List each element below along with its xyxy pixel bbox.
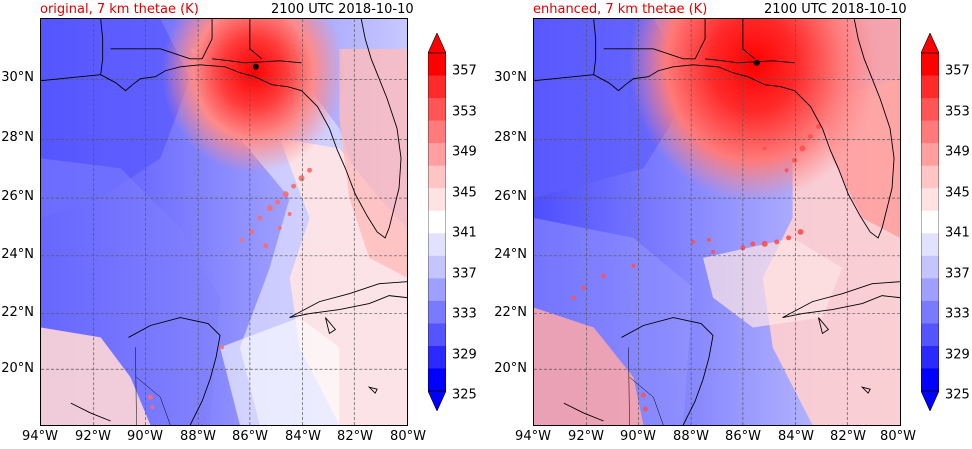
lon-label: 82°W (337, 429, 373, 444)
colorbar-segment (921, 210, 939, 234)
colorbar-label: 341 (452, 225, 477, 241)
lon-label: 92°W (75, 429, 111, 444)
colorbar-segment (428, 53, 446, 77)
colorbar-segment (921, 98, 939, 122)
panel-original: original, 7 km thetae (K) 2100 UTC 2018-… (1, 2, 477, 444)
colorbar-segment (428, 323, 446, 347)
panel-enhanced: enhanced, 7 km thetae (K) 2100 UTC 2018-… (493, 0, 972, 449)
lon-label: 86°W (725, 429, 761, 444)
lat-label: 24°N (494, 247, 527, 262)
lat-label: 24°N (1, 247, 34, 262)
colorbar-segment (921, 368, 939, 392)
colorbar-segment (921, 188, 939, 212)
colorbar-frame (921, 52, 939, 392)
colorbar-segment (428, 345, 446, 369)
colorbar-label: 345 (945, 185, 970, 201)
colorbar-segment (921, 75, 939, 99)
colorbar-segment (428, 75, 446, 99)
colorbar-segment (921, 278, 939, 302)
lon-label: 84°W (285, 429, 321, 444)
colorbar-segment (428, 143, 446, 167)
lat-label: 22°N (1, 305, 34, 320)
colorbar-label: 357 (452, 63, 477, 79)
colorbar-segment (921, 300, 939, 324)
colorbar-label: 349 (452, 144, 477, 160)
lon-label: 94°W (22, 429, 58, 444)
panel-timestamp: 2100 UTC 2018-10-10 (764, 2, 907, 17)
panel-title: enhanced, 7 km thetae (K) (533, 2, 708, 17)
colorbar-segment (921, 255, 939, 279)
colorbar-label: 329 (452, 347, 477, 363)
lat-label: 28°N (494, 130, 527, 145)
lat-label: 20°N (1, 361, 34, 376)
lat-label: 26°N (494, 189, 527, 204)
lat-label: 28°N (1, 130, 34, 145)
colorbar-segment (428, 368, 446, 392)
colorbar-segment (428, 98, 446, 122)
thetae-map (533, 18, 901, 426)
colorbar (428, 33, 446, 411)
lat-label: 20°N (494, 361, 527, 376)
colorbar-label: 349 (945, 144, 970, 160)
colorbar-segment (921, 165, 939, 189)
lon-label: 80°W (390, 429, 426, 444)
colorbar-label: 341 (945, 225, 970, 241)
colorbar-label: 325 (452, 387, 477, 403)
lon-label: 94°W (515, 429, 551, 444)
lon-label: 84°W (778, 429, 814, 444)
colorbar-label: 333 (945, 306, 970, 322)
colorbar-extend-min (428, 390, 446, 411)
colorbar-segment (921, 120, 939, 144)
colorbar-label: 333 (452, 306, 477, 322)
colorbar-segment (428, 233, 446, 257)
colorbar-label: 329 (945, 347, 970, 363)
colorbar-extend-max (921, 33, 939, 54)
colorbar-extend-max (428, 33, 446, 54)
colorbar-segment (921, 345, 939, 369)
colorbar-segment (921, 323, 939, 347)
colorbar-label: 325 (945, 387, 970, 403)
lat-label: 30°N (1, 70, 34, 85)
colorbar-segment (921, 233, 939, 257)
panel-timestamp: 2100 UTC 2018-10-10 (271, 2, 414, 17)
colorbar-label: 337 (452, 266, 477, 282)
colorbar-label: 353 (945, 104, 970, 120)
colorbar-segment (428, 300, 446, 324)
lon-label: 86°W (232, 429, 268, 444)
lon-label: 80°W (880, 429, 916, 444)
colorbar-frame (428, 52, 446, 392)
colorbar-segment (428, 120, 446, 144)
lat-label: 26°N (1, 189, 34, 204)
colorbar-label: 345 (452, 185, 477, 201)
colorbar-extend-min (921, 390, 939, 411)
lon-label: 92°W (568, 429, 604, 444)
colorbar-segment (428, 188, 446, 212)
colorbar-segment (428, 278, 446, 302)
panel-title: original, 7 km thetae (K) (40, 2, 199, 17)
lon-label: 82°W (830, 429, 866, 444)
lat-label: 22°N (494, 305, 527, 320)
colorbar-segment (428, 210, 446, 234)
colorbar-segment (921, 53, 939, 77)
lon-label: 88°W (673, 429, 709, 444)
lon-label: 90°W (620, 429, 656, 444)
thetae-map (40, 18, 408, 426)
lat-label: 30°N (494, 70, 527, 85)
colorbar-label: 357 (945, 63, 970, 79)
lon-label: 88°W (180, 429, 216, 444)
colorbar-segment (428, 165, 446, 189)
colorbar-segment (921, 143, 939, 167)
lon-label: 90°W (127, 429, 163, 444)
colorbar-label: 337 (945, 266, 970, 282)
colorbar (921, 33, 939, 411)
colorbar-label: 353 (452, 104, 477, 120)
colorbar-segment (428, 255, 446, 279)
